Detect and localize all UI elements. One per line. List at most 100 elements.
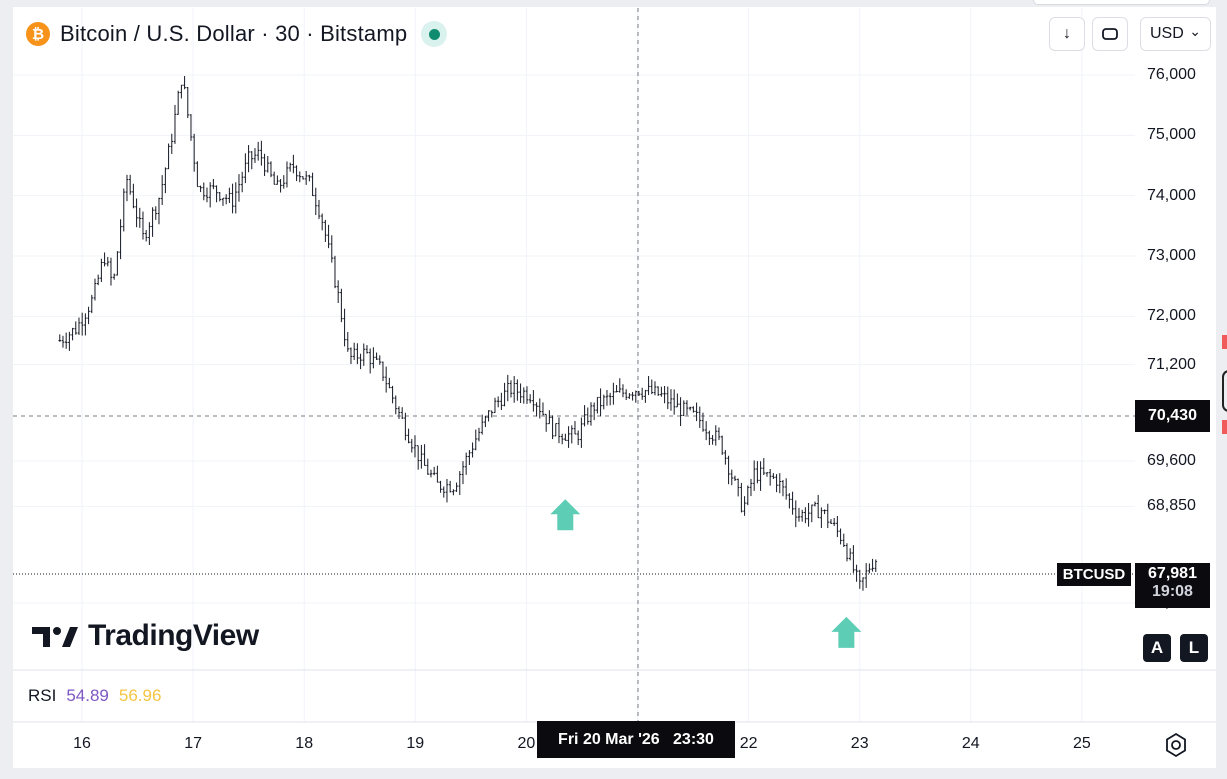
ohlc-bar	[103, 252, 106, 267]
ohlc-bar	[228, 187, 231, 204]
ohlc-bar	[733, 475, 737, 482]
tradingview-logo[interactable]: TradingView	[32, 619, 259, 653]
price-axis-label: 68,850	[1147, 497, 1196, 515]
auto-scale-button[interactable]: A	[1143, 634, 1171, 662]
ohlc-bar	[432, 466, 436, 476]
ohlc-bar	[263, 153, 266, 177]
ohlc-bar	[685, 400, 689, 416]
ohlc-bar	[874, 559, 878, 572]
ohlc-bar	[436, 465, 439, 483]
ohlc-bar	[826, 503, 830, 529]
ohlc-bar	[196, 161, 199, 188]
ohlc-bar	[663, 385, 666, 404]
ohlc-bar	[624, 389, 628, 401]
ohlc-bar	[276, 175, 279, 185]
ohlc-bar	[109, 257, 113, 286]
ohlc-bar	[660, 386, 663, 397]
ohlc-bar	[682, 400, 686, 417]
ohlc-bar	[404, 412, 407, 441]
ohlc-bar	[170, 133, 174, 154]
window-left-edge	[0, 0, 13, 779]
ohlc-bar	[429, 469, 433, 478]
ohlc-bar	[295, 165, 298, 182]
ohlc-bar	[272, 171, 276, 185]
market-status-icon[interactable]	[421, 21, 448, 47]
ohlc-bar	[199, 185, 202, 193]
symbol-price-tag: BTCUSD	[1057, 563, 1131, 586]
ohlc-bar	[628, 393, 631, 399]
buy-signal-arrow-icon	[831, 616, 862, 648]
ohlc-bar	[407, 428, 410, 444]
ohlc-bar	[852, 545, 855, 573]
ohlc-bar	[823, 509, 826, 515]
ohlc-bar	[128, 174, 132, 195]
ohlc-bar	[349, 347, 353, 365]
rsi-value: 54.89	[66, 686, 109, 705]
window-bottom-edge	[0, 768, 1227, 779]
grid-lines	[13, 8, 1135, 722]
ohlc-bar	[756, 461, 759, 484]
ohlc-bar	[423, 444, 426, 466]
buy-signal-arrow-icon	[550, 499, 581, 531]
ohlc-bar	[554, 423, 558, 437]
fullscreen-button[interactable]	[1092, 17, 1128, 51]
ohlc-bar	[327, 224, 330, 249]
chart-settings-icon[interactable]	[1162, 731, 1190, 759]
ohlc-bar	[359, 353, 362, 370]
ohlc-bar	[631, 391, 634, 401]
ohlc-bar	[122, 188, 126, 232]
ohlc-bar	[138, 207, 142, 228]
ohlc-bar	[829, 519, 833, 524]
ohlc-bar	[400, 407, 404, 420]
time-axis-label: 16	[73, 735, 91, 752]
ohlc-bar	[666, 386, 670, 410]
ohlc-bar	[871, 558, 874, 572]
symbol-title[interactable]: ₿ Bitcoin / U.S. Dollar · 30 · Bitstamp	[26, 19, 448, 49]
ohlc-bar	[247, 145, 250, 173]
currency-label: USD	[1150, 25, 1184, 42]
ohlc-bar	[797, 507, 801, 522]
currency-select[interactable]: USD ⌄	[1140, 17, 1211, 51]
ohlc-bar	[784, 478, 788, 500]
ohlc-bar	[701, 412, 705, 432]
sidebar-handle[interactable]	[1222, 370, 1227, 412]
price-axis-label: 69,600	[1147, 452, 1196, 470]
ohlc-bar	[173, 104, 177, 144]
ohlc-bar	[298, 171, 302, 183]
ohlc-bar	[266, 156, 270, 173]
ohlc-bar	[832, 517, 836, 526]
ohlc-bar	[528, 394, 532, 404]
ohlc-bar	[477, 427, 481, 442]
ohlc-bar	[647, 376, 650, 396]
ohlc-bar	[141, 211, 145, 240]
download-button[interactable]: ↓	[1049, 17, 1085, 51]
ohlc-bar	[506, 374, 510, 402]
log-scale-button[interactable]: L	[1180, 634, 1208, 662]
ohlc-bar	[455, 482, 458, 492]
crosshair-price-label: 70,430	[1135, 400, 1210, 432]
ohlc-bar	[333, 255, 337, 289]
ohlc-bar	[282, 175, 286, 189]
ohlc-bar	[205, 187, 209, 203]
ohlc-bar	[240, 171, 244, 193]
ohlc-bar	[336, 280, 340, 304]
ohlc-bar	[842, 533, 846, 548]
ohlc-bar	[634, 390, 638, 403]
sidebar-alert-marker[interactable]	[1222, 420, 1227, 434]
ohlc-bar	[74, 321, 78, 335]
ohlc-bar	[202, 182, 206, 201]
rsi-legend[interactable]: RSI 54.89 56.96	[28, 686, 161, 706]
ohlc-bar	[304, 170, 308, 185]
ohlc-bar	[714, 425, 718, 446]
ohlc-bar	[189, 114, 193, 141]
sidebar-alert-marker[interactable]	[1222, 335, 1227, 349]
ohlc-bar	[570, 425, 574, 444]
signal-arrows	[550, 499, 862, 648]
ohlc-bar	[212, 178, 215, 190]
ohlc-bar	[224, 194, 228, 205]
ohlc-bar	[464, 452, 468, 475]
ohlc-bar	[688, 406, 692, 411]
time-axis-label: 18	[295, 735, 314, 752]
ohlc-bar	[692, 406, 695, 413]
